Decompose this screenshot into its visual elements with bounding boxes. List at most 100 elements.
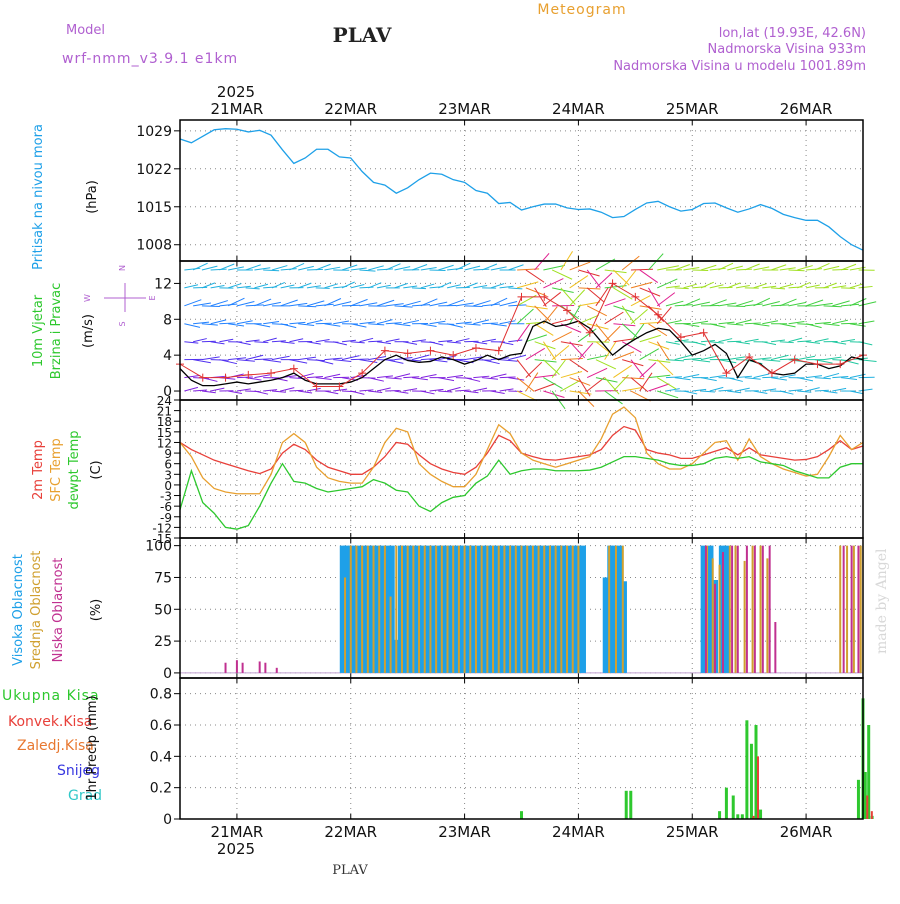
cloud-bar <box>350 546 352 673</box>
cloud-bar <box>615 546 617 673</box>
cloud-bar <box>754 546 756 673</box>
x-tick-label-bottom: 23MAR <box>438 823 491 841</box>
cloud-ylabel: (%) <box>89 599 104 622</box>
x-tick-label-bottom: 24MAR <box>552 823 605 841</box>
cloud-bar <box>401 546 403 673</box>
x-tick-label-bottom: 22MAR <box>324 823 377 841</box>
model-elevation-label: Nadmorska Visina u modelu 1001.89m <box>613 59 866 74</box>
cloud-bar <box>464 546 466 673</box>
wind-arrow <box>281 342 295 344</box>
cloud-bar <box>378 546 380 673</box>
wind-arrow <box>596 273 612 288</box>
cloud-bar <box>526 546 528 673</box>
compass-south: S <box>118 321 127 326</box>
wind-ylabel: (m/s) <box>81 314 96 348</box>
wind-arrow <box>675 288 689 289</box>
wind-arrow <box>692 270 708 271</box>
cloud-bar <box>503 546 505 673</box>
cloud-bar <box>435 546 437 673</box>
y-tick-label: 4 <box>163 348 172 364</box>
wind-arrow <box>771 378 787 381</box>
cloud-bar <box>722 552 724 673</box>
wind-arrow <box>473 269 489 270</box>
wind-arrow <box>368 341 382 342</box>
wind-arrow <box>491 324 507 326</box>
wind-arrow <box>640 335 661 341</box>
wind-arrow <box>640 270 658 283</box>
wind-arrow <box>386 323 402 324</box>
wind-arrow <box>648 288 659 307</box>
station-title: PLAV <box>333 23 392 47</box>
temp-panel-labels: 2m Temp SFC Temp dewpt Temp (C) <box>31 430 104 509</box>
watermark: made by Angel <box>874 548 890 654</box>
wind-arrow <box>561 380 580 391</box>
wind-arrow <box>719 322 735 324</box>
pressure-panel-labels: Pritisak na nivou mora (hPa) <box>31 124 100 270</box>
wind-arrow <box>482 323 498 324</box>
compass-north: N <box>118 265 127 271</box>
wind-arrow <box>841 323 857 324</box>
wind-arrow <box>859 360 877 362</box>
wind-arrow <box>622 342 641 353</box>
wind-arrow <box>289 360 307 363</box>
wind-arrow <box>237 342 251 345</box>
wind-arrow <box>561 288 575 305</box>
wind-arrow <box>683 324 699 327</box>
wind-arrow <box>605 299 626 306</box>
wind-arrow <box>535 342 556 349</box>
wind-arrow <box>841 378 857 380</box>
panel-frame <box>180 678 863 819</box>
cloud-bar <box>424 546 426 673</box>
cloud-mid-label: Srednja Oblacnost <box>29 551 44 670</box>
wind-arrow <box>298 324 314 326</box>
wind-arrow <box>806 269 822 270</box>
wind-arrow <box>535 324 554 336</box>
cloud-bar <box>560 546 562 673</box>
panel-frame <box>180 120 863 261</box>
cloud-bar <box>515 546 517 673</box>
wind-arrow <box>797 378 813 381</box>
wind-arrow <box>648 254 663 270</box>
wind-arrow <box>351 391 365 394</box>
cloud-bar <box>498 546 500 673</box>
precip-bar <box>745 720 748 819</box>
x-tick-label-top: 24MAR <box>552 100 605 118</box>
cloud-bar <box>705 546 707 673</box>
plot-area: 21MAR21MAR22MAR22MAR23MAR23MAR24MAR24MAR… <box>136 100 876 841</box>
gust-marker <box>791 356 799 364</box>
cloud-bar <box>752 546 754 673</box>
wind-arrow <box>605 378 619 395</box>
wind-arrow <box>447 375 463 377</box>
wind-arrow <box>762 342 776 345</box>
x-tick-label-top: 26MAR <box>780 100 833 118</box>
series-line-pressure-0 <box>180 129 863 250</box>
wind-arrow <box>570 262 591 270</box>
footer-station: PLAV <box>332 863 368 878</box>
cloud-bar <box>769 546 771 673</box>
cloud-bar <box>555 546 557 673</box>
series-line-temperature-1 <box>180 407 863 494</box>
wind-arrow <box>517 282 538 288</box>
wind-arrow <box>421 267 437 270</box>
wind-arrow <box>395 391 409 393</box>
wind-arrow <box>578 288 600 289</box>
wind-arrow <box>587 377 604 391</box>
wind-arrow <box>272 341 286 342</box>
cloud-bar <box>860 546 862 673</box>
temp-ylabel: (C) <box>89 460 104 479</box>
wind-arrow <box>815 322 831 323</box>
wind-arrow <box>613 306 634 313</box>
y-tick-label: 1022 <box>136 162 172 178</box>
cloud-bar <box>532 546 534 673</box>
wind-arrow <box>289 322 305 323</box>
wind-arrow <box>473 342 487 344</box>
gust-marker <box>449 351 457 359</box>
wind-arrow <box>526 362 542 377</box>
gust-marker <box>199 374 207 382</box>
wind-arrow <box>360 270 376 271</box>
wind-arrow <box>482 378 498 380</box>
wind-arrow <box>648 342 669 350</box>
y-tick-label: 24 <box>157 394 172 408</box>
wind-arrow <box>596 360 616 369</box>
